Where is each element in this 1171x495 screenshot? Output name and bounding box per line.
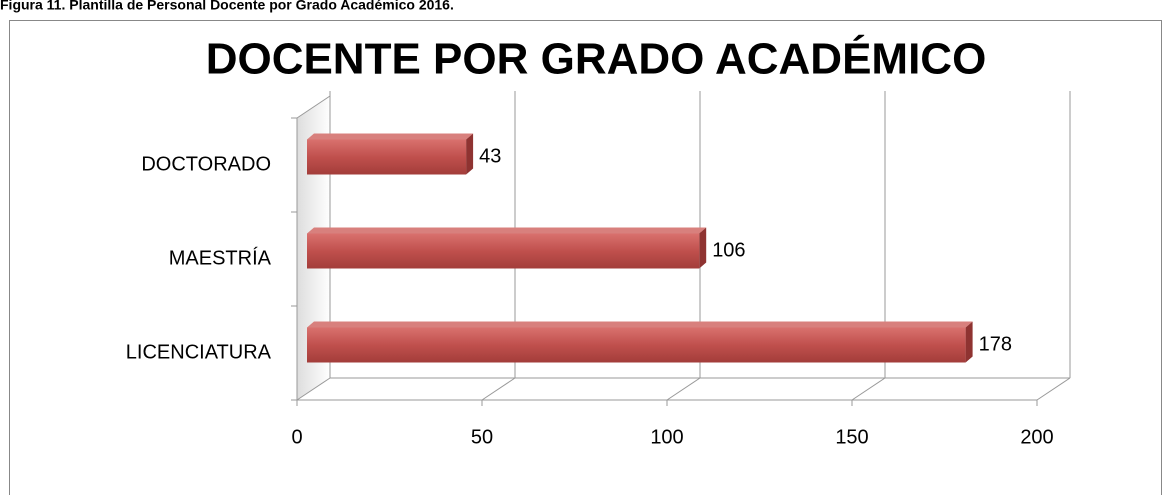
- x-tick-label: 0: [291, 426, 302, 448]
- floor-grid-line: [1036, 377, 1071, 401]
- x-tick-label: 150: [835, 426, 868, 448]
- bar-top: [307, 227, 707, 234]
- bar-end: [965, 321, 973, 363]
- bar-top: [307, 321, 973, 328]
- bar: [307, 233, 700, 269]
- floor-grid-line: [481, 377, 516, 401]
- y-tick-label: DOCTORADO: [141, 153, 271, 175]
- x-tick-label: 50: [471, 426, 493, 448]
- data-label: 43: [479, 145, 501, 167]
- data-label: 106: [712, 239, 745, 261]
- caption: Figura 11. Plantilla de Personal Docente…: [0, 0, 454, 13]
- y-tick-label: LICENCIATURA: [126, 341, 272, 363]
- bar-end: [466, 133, 474, 175]
- y-tick-label: MAESTRÍA: [169, 246, 272, 269]
- chart-title: DOCENTE POR GRADO ACADÉMICO: [206, 34, 987, 84]
- chart-border: [9, 20, 1162, 495]
- floor-grid-line: [296, 377, 331, 401]
- x-tick-label: 200: [1020, 426, 1053, 448]
- bar: [307, 139, 467, 175]
- floor-grid-line: [851, 377, 886, 401]
- floor-grid-line: [666, 377, 701, 401]
- bar-end: [699, 227, 707, 269]
- axes: 0 50 100 150 200 LICENCIATURA MAESTRÍA DOCTORAD…: [126, 91, 1071, 448]
- bar-top: [307, 133, 474, 140]
- y-axis-top: [296, 95, 331, 119]
- data-label: 178: [979, 333, 1012, 355]
- bars: 178 106 43: [307, 133, 1012, 363]
- x-tick-label: 100: [650, 426, 683, 448]
- bar: [307, 327, 966, 363]
